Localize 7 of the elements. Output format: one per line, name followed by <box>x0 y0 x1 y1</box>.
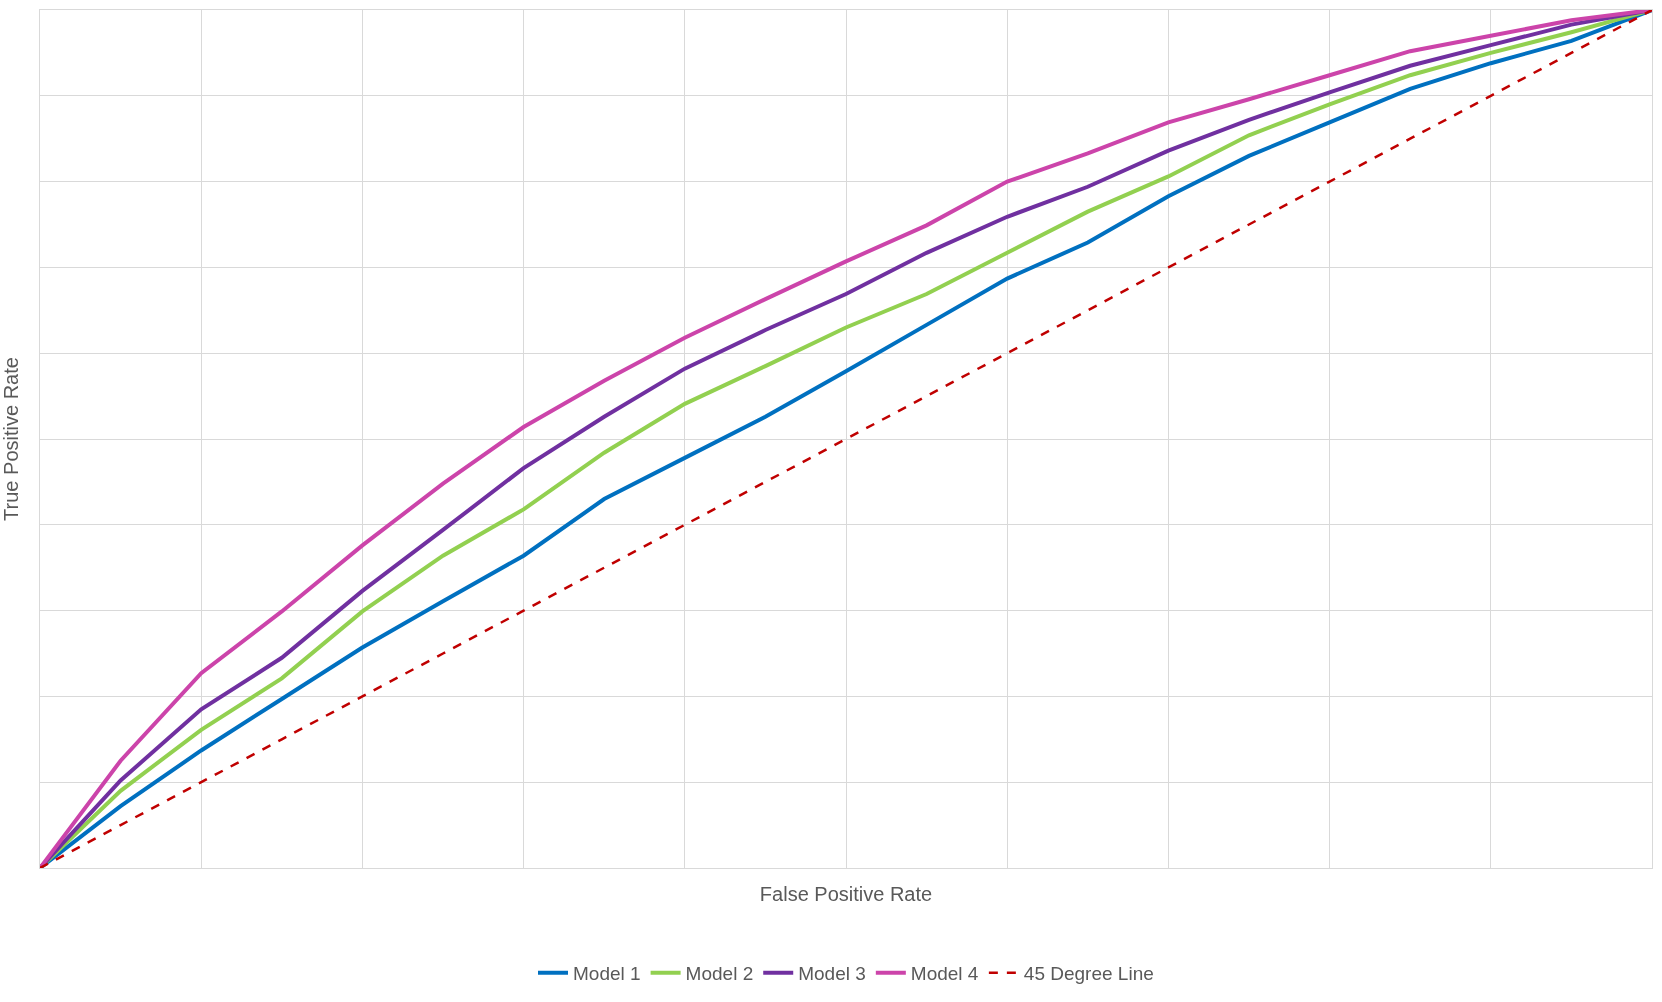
legend-label: Model 2 <box>685 963 754 985</box>
legend-label: Model 1 <box>573 963 641 985</box>
legend-label: 45 Degree Line <box>1023 963 1154 985</box>
y-axis-title: True Positive Rate <box>0 357 22 521</box>
legend-label: Model 4 <box>910 963 979 985</box>
legend-label: Model 3 <box>798 963 866 985</box>
x-axis-title: False Positive Rate <box>759 883 933 906</box>
